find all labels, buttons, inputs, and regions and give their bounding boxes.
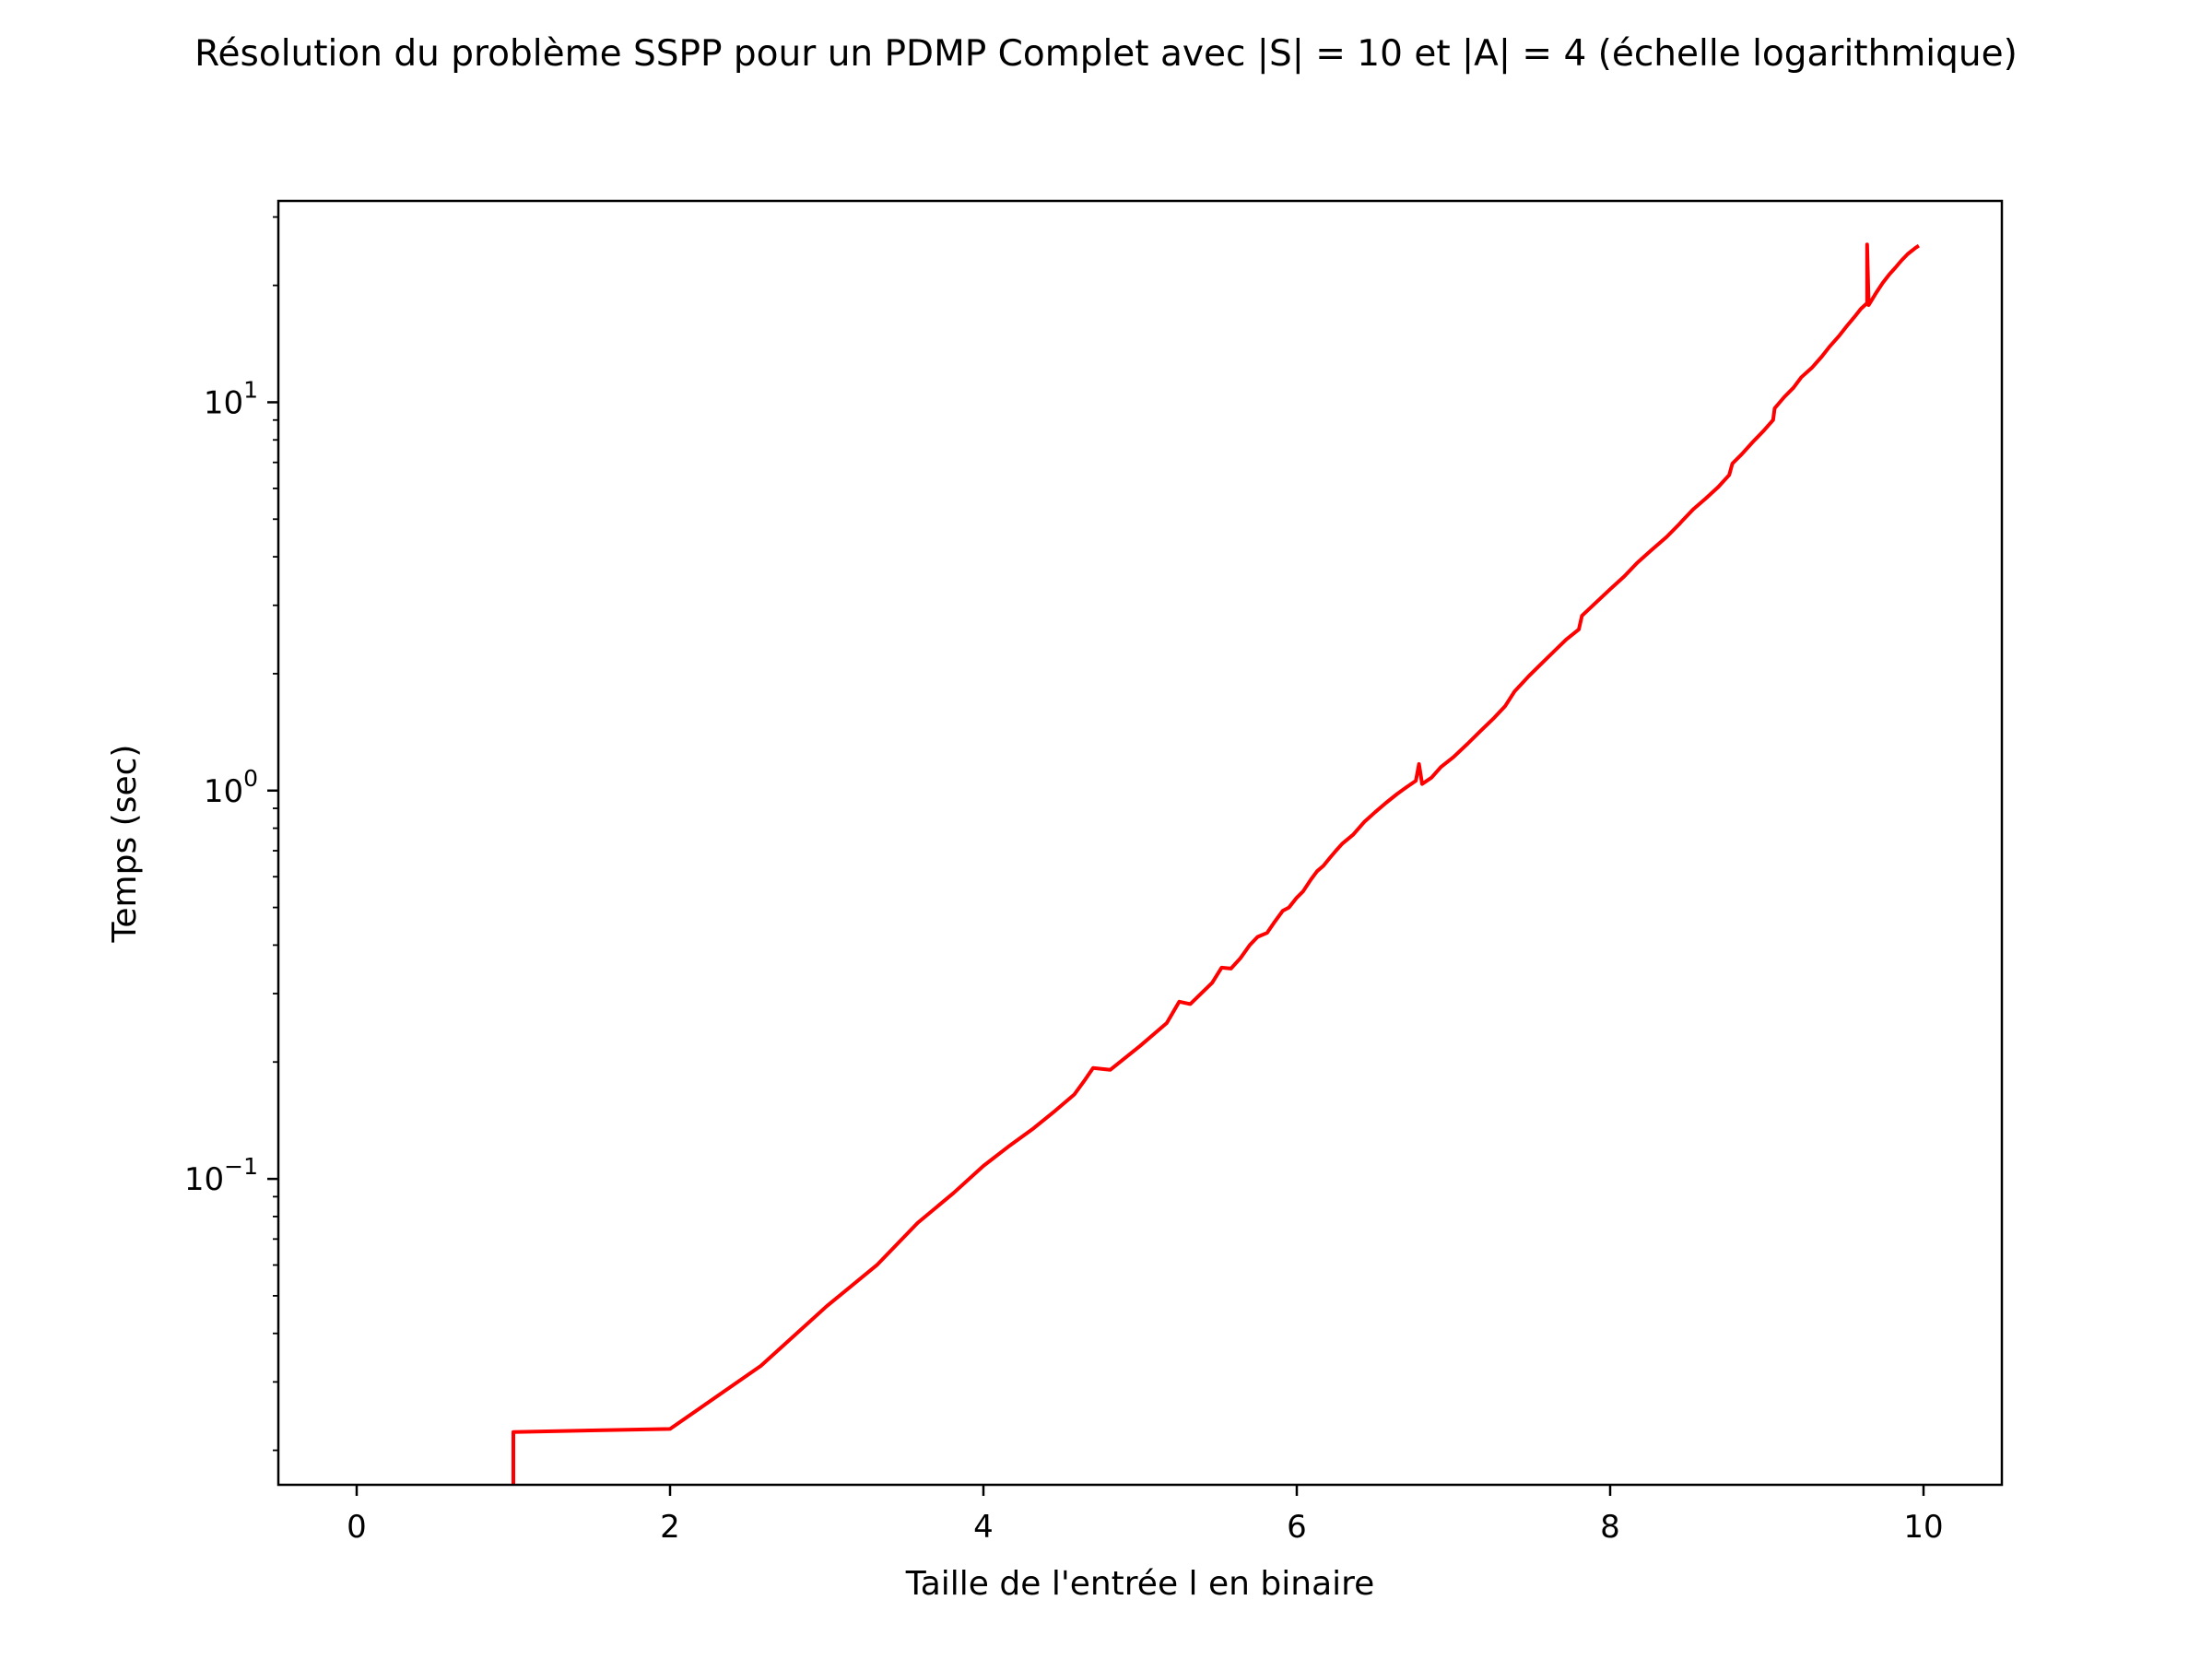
x-tick-label: 6 <box>1287 1509 1307 1546</box>
series-layer <box>512 242 1920 1485</box>
x-tick-label: 10 <box>1903 1509 1943 1546</box>
plot-frame <box>276 199 2004 1487</box>
series-line-0 <box>512 242 1920 1485</box>
x-axis: 0 2 4 6 8 10 <box>347 1485 1944 1546</box>
y-tick-label: 10−1 <box>184 1153 258 1198</box>
x-tick-label: 4 <box>973 1509 994 1546</box>
y-tick-label: 101 <box>204 376 258 421</box>
x-tick-label: 0 <box>347 1509 367 1546</box>
y-axis: 10−1 100 101 <box>184 216 278 1452</box>
x-axis-label: Taille de l'entrée l en binaire <box>905 1565 1375 1603</box>
x-tick-label: 8 <box>1600 1509 1620 1546</box>
x-tick-label: 2 <box>660 1509 680 1546</box>
chart-title: Résolution du problème SSPP pour un PDMP… <box>194 33 2018 75</box>
y-axis-label: Temps (sec) <box>106 745 144 944</box>
y-tick-label: 100 <box>204 765 258 810</box>
